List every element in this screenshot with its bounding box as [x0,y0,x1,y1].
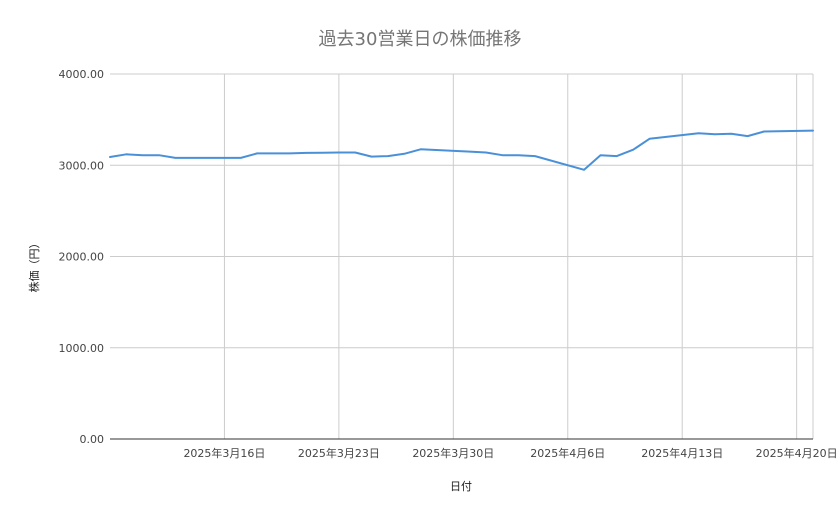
x-tick-label: 2025年3月16日 [183,446,265,460]
y-tick-label: 3000.00 [59,159,105,172]
x-tick-label: 2025年3月30日 [412,446,494,460]
chart-title: 過去30営業日の株価推移 [319,29,522,50]
x-axis-label: 日付 [450,480,472,493]
x-tick-label: 2025年3月23日 [298,446,380,460]
y-tick-label: 2000.00 [59,251,105,264]
y-tick-label: 4000.00 [59,68,105,81]
x-tick-label: 2025年4月20日 [756,446,838,460]
y-axis-label: 株価（円） [27,238,41,293]
y-tick-label: 1000.00 [59,342,105,355]
y-axis-ticks: 0.00 1000.00 2000.00 3000.00 4000.00 [59,68,105,446]
x-tick-label: 2025年4月6日 [530,446,605,460]
x-axis-ticks: 2025年3月16日 2025年3月23日 2025年3月30日 2025年4月6日 2… [183,446,837,460]
series-line [109,129,814,171]
y-tick-label: 0.00 [80,433,105,446]
grid-layer [110,73,814,439]
x-tick-label: 2025年4月13日 [641,446,723,460]
